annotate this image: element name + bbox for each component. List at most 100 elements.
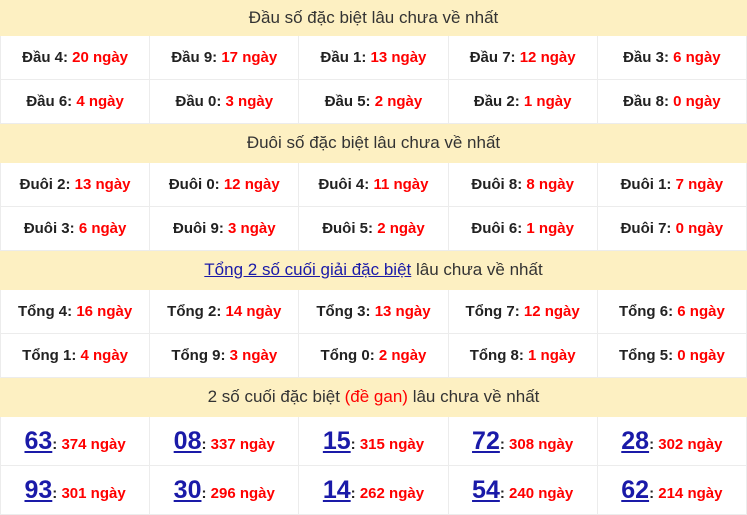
stat-cell: 54: 240 ngày bbox=[447, 465, 598, 515]
stat-label: Đuôi 0: bbox=[168, 176, 220, 193]
stat-value: 1 ngày bbox=[526, 220, 574, 237]
colon: : bbox=[499, 484, 510, 502]
stat-value: 6 ngày bbox=[673, 49, 721, 66]
stat-value: 0 ngày bbox=[673, 93, 721, 110]
stat-value: 13 ngày bbox=[370, 49, 427, 66]
stat-cell: Đầu 3: 6 ngày bbox=[596, 35, 747, 80]
section-title-link[interactable]: Tổng 2 số cuối giải đặc biệt bbox=[204, 260, 412, 279]
stat-value: 240 ngày bbox=[509, 484, 574, 502]
stat-cell: Đầu 8: 0 ngày bbox=[596, 79, 747, 124]
stat-value: 0 ngày bbox=[675, 220, 724, 237]
number-link[interactable]: 28 bbox=[621, 426, 650, 455]
table-row: 63: 374 ngày 08: 337 ngày 15: 315 ngày 72: … bbox=[0, 416, 747, 466]
stat-cell: 30: 296 ngày bbox=[149, 465, 300, 515]
stat-label: Đầu 4: bbox=[22, 49, 68, 66]
section-title-text: lâu chưa về nhất bbox=[407, 387, 540, 406]
stat-cell: Tổng 9: 3 ngày bbox=[149, 333, 300, 378]
section-title-text: lâu chưa về nhất bbox=[411, 260, 543, 279]
stat-value: 2 ngày bbox=[378, 347, 427, 364]
stat-cell: Tổng 5: 0 ngày bbox=[596, 333, 747, 378]
colon: : bbox=[350, 435, 360, 453]
stat-label: Đầu 9: bbox=[171, 49, 218, 66]
stat-value: 6 ngày bbox=[677, 303, 725, 320]
section-header: Đuôi số đặc biệt lâu chưa về nhất bbox=[0, 123, 747, 163]
stat-value: 296 ngày bbox=[210, 484, 275, 502]
number-link[interactable]: 62 bbox=[621, 475, 650, 504]
stat-value: 301 ngày bbox=[61, 484, 126, 502]
stat-label: Tổng 6: bbox=[618, 303, 674, 320]
number-link[interactable]: 30 bbox=[173, 475, 202, 504]
colon: : bbox=[350, 484, 360, 502]
stat-cell: Đầu 5: 2 ngày bbox=[298, 79, 449, 124]
number-link[interactable]: 14 bbox=[322, 475, 351, 504]
stat-cell: 93: 301 ngày bbox=[0, 465, 151, 515]
section-header: Đầu số đặc biệt lâu chưa về nhất bbox=[0, 0, 747, 36]
number-link[interactable]: 93 bbox=[24, 475, 53, 504]
colon: : bbox=[649, 435, 659, 453]
stat-label: Tổng 1: bbox=[22, 347, 77, 364]
stat-label: Tổng 0: bbox=[320, 347, 375, 364]
number-link[interactable]: 63 bbox=[24, 426, 53, 455]
stat-label: Tổng 5: bbox=[618, 347, 674, 364]
stat-label: Đuôi 8: bbox=[471, 176, 523, 193]
stat-cell: Tổng 7: 12 ngày bbox=[447, 289, 598, 334]
colon: : bbox=[52, 435, 62, 453]
section-title: 2 số cuối đặc biệt (đề gan) lâu chưa về … bbox=[0, 377, 747, 417]
table-row: Đuôi 3: 6 ngày Đuôi 9: 3 ngày Đuôi 5: 2 ng… bbox=[0, 206, 747, 251]
stat-value: 16 ngày bbox=[76, 303, 133, 320]
stat-label: Đầu 5: bbox=[324, 93, 371, 110]
stat-value: 1 ngày bbox=[523, 93, 572, 110]
stat-value: 12 ngày bbox=[519, 49, 576, 66]
stat-label: Đuôi 4: bbox=[318, 176, 370, 193]
stat-cell: Đuôi 8: 8 ngày bbox=[447, 162, 598, 207]
table-row: Tổng 4: 16 ngày Tổng 2: 14 ngày Tổng 3: 13… bbox=[0, 289, 747, 334]
stat-label: Đuôi 2: bbox=[19, 176, 71, 193]
stat-label: Đuôi 5: bbox=[322, 220, 374, 237]
stat-cell: Tổng 2: 14 ngày bbox=[149, 289, 300, 334]
stat-value: 262 ngày bbox=[359, 484, 425, 502]
stat-value: 8 ngày bbox=[526, 176, 574, 193]
section-title: Tổng 2 số cuối giải đặc biệt lâu chưa về… bbox=[0, 250, 747, 290]
stat-value: 3 ngày bbox=[225, 93, 274, 110]
stat-value: 3 ngày bbox=[229, 347, 278, 364]
number-link[interactable]: 08 bbox=[173, 426, 202, 455]
stat-label: Tổng 7: bbox=[465, 303, 520, 320]
stat-cell: Đầu 2: 1 ngày bbox=[447, 79, 598, 124]
section-title-highlight: (đề gan) bbox=[344, 387, 408, 406]
stat-value: 308 ngày bbox=[509, 435, 574, 453]
stat-cell: Đuôi 5: 2 ngày bbox=[298, 206, 449, 251]
stat-label: Đầu 6: bbox=[26, 93, 73, 110]
stat-cell: Tổng 4: 16 ngày bbox=[0, 289, 151, 334]
stat-cell: 08: 337 ngày bbox=[149, 416, 300, 466]
stat-label: Đầu 7: bbox=[469, 49, 516, 66]
table-row: 93: 301 ngày 30: 296 ngày 14: 262 ngày 54: … bbox=[0, 465, 747, 515]
stat-label: Đuôi 7: bbox=[620, 220, 672, 237]
stat-value: 214 ngày bbox=[658, 484, 723, 502]
stat-cell: 14: 262 ngày bbox=[298, 465, 449, 515]
stat-cell: 28: 302 ngày bbox=[596, 416, 747, 466]
stat-cell: 72: 308 ngày bbox=[447, 416, 598, 466]
stat-cell: Đầu 7: 12 ngày bbox=[447, 35, 598, 80]
stat-value: 337 ngày bbox=[210, 435, 275, 453]
stat-value: 4 ngày bbox=[80, 347, 129, 364]
stat-cell: Tổng 1: 4 ngày bbox=[0, 333, 151, 378]
colon: : bbox=[201, 484, 211, 502]
stat-label: Đầu 3: bbox=[623, 49, 669, 66]
stat-cell: Đầu 9: 17 ngày bbox=[149, 35, 300, 80]
number-link[interactable]: 15 bbox=[322, 426, 351, 455]
stat-cell: 15: 315 ngày bbox=[298, 416, 449, 466]
stat-label: Tổng 8: bbox=[469, 347, 524, 364]
stat-value: 2 ngày bbox=[377, 220, 425, 237]
colon: : bbox=[499, 435, 510, 453]
number-link[interactable]: 72 bbox=[472, 426, 500, 455]
stat-value: 302 ngày bbox=[658, 435, 723, 453]
stat-label: Tổng 4: bbox=[17, 303, 73, 320]
stat-label: Đuôi 6: bbox=[471, 220, 523, 237]
table-row: Đầu 6: 4 ngày Đầu 0: 3 ngày Đầu 5: 2 ngày Đ… bbox=[0, 79, 747, 124]
stat-value: 17 ngày bbox=[221, 49, 278, 66]
stat-cell: Đuôi 1: 7 ngày bbox=[596, 162, 747, 207]
stat-cell: Đuôi 7: 0 ngày bbox=[596, 206, 747, 251]
table-row: Đuôi 2: 13 ngày Đuôi 0: 12 ngày Đuôi 4: 11… bbox=[0, 162, 747, 207]
number-link[interactable]: 54 bbox=[472, 475, 500, 504]
